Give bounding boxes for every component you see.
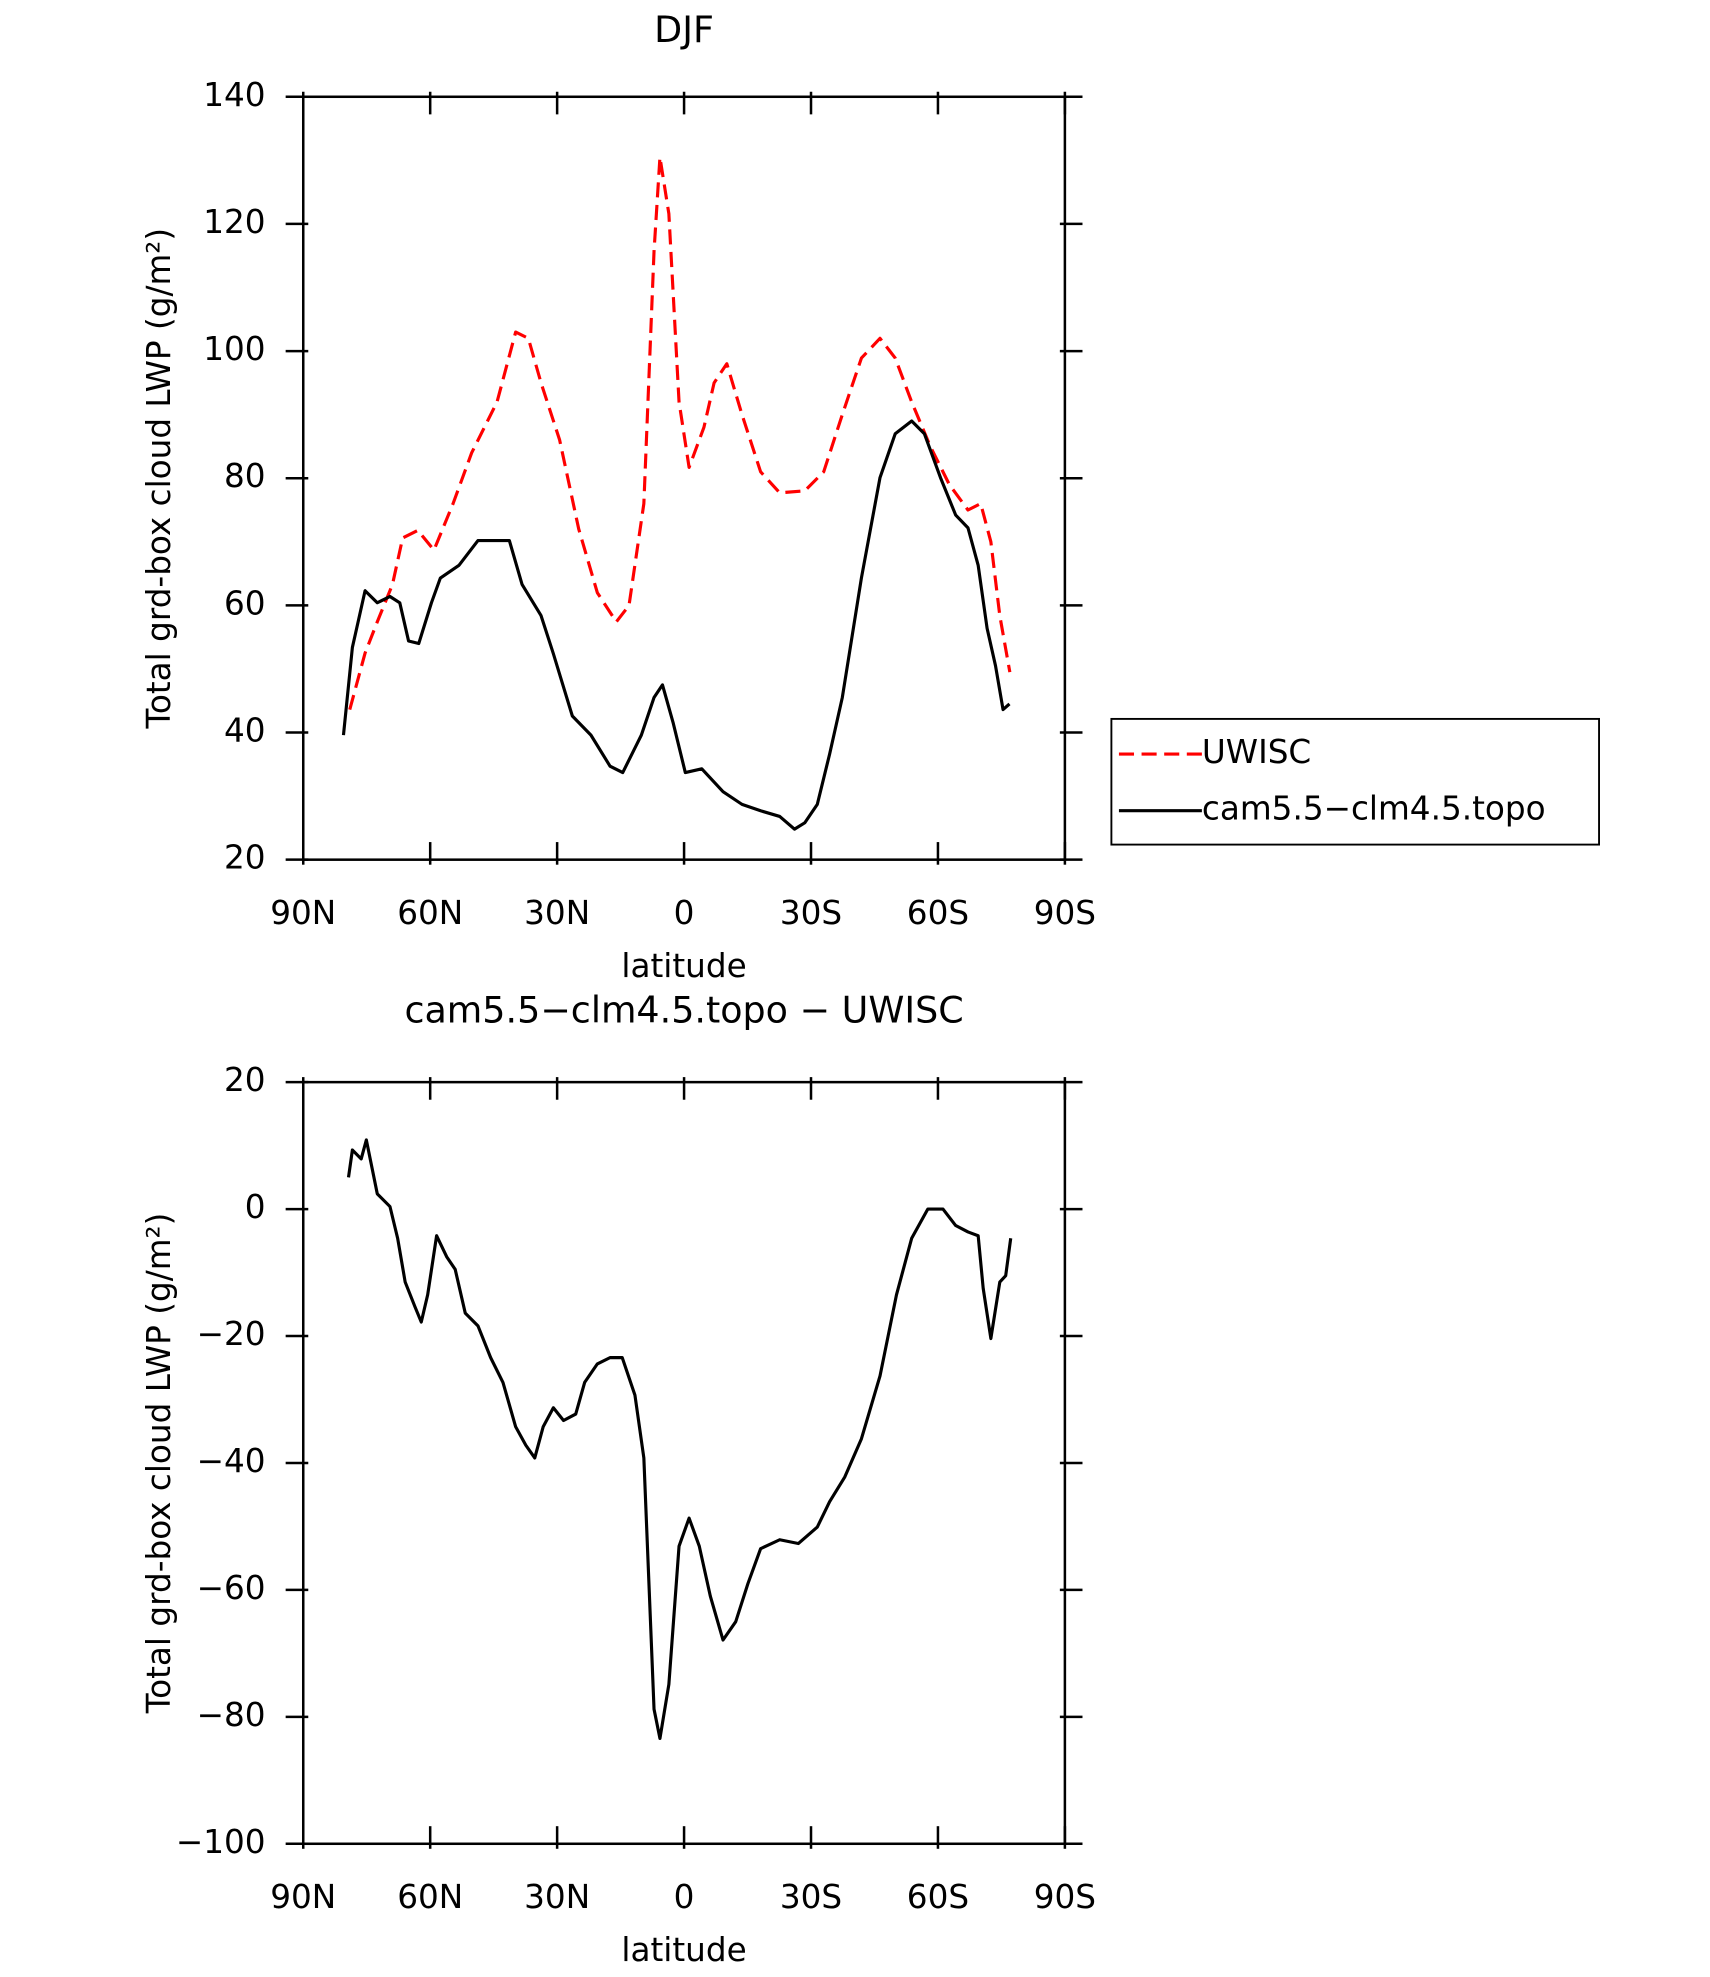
x-tick-label: 90N xyxy=(270,1878,336,1916)
y-tick-label: −60 xyxy=(197,1569,266,1607)
y-tick-label: 20 xyxy=(224,839,266,877)
y-tick-label: 20 xyxy=(224,1061,266,1099)
plot-frame xyxy=(301,95,1067,861)
y-tick-label: 140 xyxy=(203,76,265,114)
y-tick-label: 80 xyxy=(224,457,266,495)
x-tick-label: 60S xyxy=(907,894,969,932)
x-tick-label: 0 xyxy=(674,894,695,932)
x-tick-label: 60N xyxy=(397,1878,463,1916)
chart-title: DJF xyxy=(654,8,714,51)
legend-label: cam5.5−clm4.5.topo xyxy=(1202,790,1546,828)
x-tick-label: 0 xyxy=(674,1878,695,1916)
y-tick-label: 40 xyxy=(224,712,266,750)
x-tick-label: 30S xyxy=(780,894,842,932)
x-tick-label: 90S xyxy=(1034,1878,1096,1916)
x-axis-label: latitude xyxy=(621,1931,746,1969)
y-tick-label: 100 xyxy=(203,330,265,368)
x-tick-label: 90S xyxy=(1034,894,1096,932)
x-tick-label: 30S xyxy=(780,1878,842,1916)
y-tick-label: −80 xyxy=(197,1696,266,1734)
x-tick-label: 60N xyxy=(397,894,463,932)
chart: DJF 90N 60N 30N 0 30S 60S 90S 20 40 60 80 100 120 140 l… xyxy=(140,8,1600,985)
data-line xyxy=(341,419,1011,831)
y-tick-label: −40 xyxy=(197,1442,266,1480)
y-tick-label: 120 xyxy=(203,203,265,241)
y-tick-label: 0 xyxy=(245,1188,266,1226)
legend-box xyxy=(1110,717,1600,846)
x-axis-label: latitude xyxy=(621,947,746,985)
data-line xyxy=(348,155,1012,711)
y-axis-label: Total grd-box cloud LWP (g/m²) xyxy=(140,228,178,730)
x-tick-label: 30N xyxy=(524,1878,590,1916)
chart: cam5.5−clm4.5.topo − UWISC 90N 60N 30N 0 30S 6… xyxy=(140,988,1096,1969)
plot-frame xyxy=(301,1080,1067,1846)
legend-label: UWISC xyxy=(1202,733,1311,771)
chart-title: cam5.5−clm4.5.topo − UWISC xyxy=(404,988,963,1031)
y-axis-label: Total grd-box cloud LWP (g/m²) xyxy=(140,1213,178,1715)
data-line xyxy=(346,1138,1013,1741)
x-tick-label: 90N xyxy=(270,894,336,932)
x-tick-label: 60S xyxy=(907,1878,969,1916)
y-tick-label: 60 xyxy=(224,584,266,622)
x-tick-label: 30N xyxy=(524,894,590,932)
y-tick-label: −100 xyxy=(176,1823,266,1861)
y-tick-label: −20 xyxy=(197,1315,266,1353)
